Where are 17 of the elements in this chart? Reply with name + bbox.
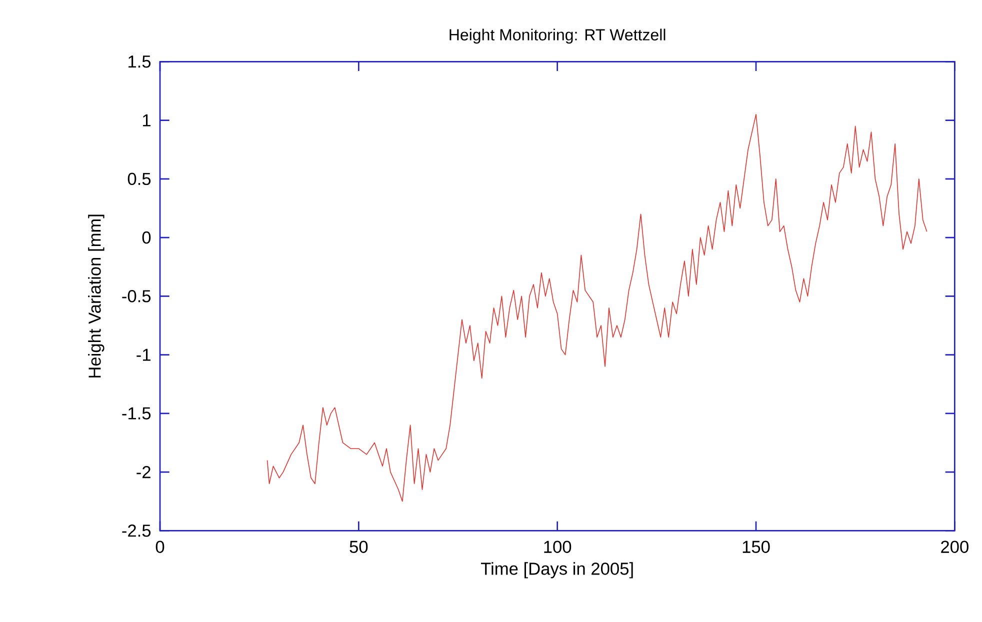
y-tick-label: 0: [142, 231, 151, 244]
y-tick-label: 1.5: [128, 56, 151, 68]
y-tick-label: -1: [136, 348, 150, 361]
y-axis-title: Height Variation [mm]: [88, 214, 104, 378]
x-tick-label: 100: [544, 540, 572, 553]
chart-title: Height Monitoring: RT Wettzell: [450, 28, 666, 44]
x-tick-label: 200: [941, 540, 968, 553]
y-tick-label: -2: [136, 466, 150, 478]
y-tick-label: -1.5: [122, 407, 151, 420]
x-tick-label: 0: [156, 540, 164, 553]
y-tick-label: -2.5: [122, 524, 151, 537]
y-tick-label: 1: [142, 114, 150, 126]
x-axis-title: Time [Days in 2005]: [480, 562, 633, 578]
x-tick-label: 150: [742, 540, 770, 553]
y-tick-label: -0.5: [122, 290, 151, 302]
x-tick-label: 50: [350, 540, 368, 553]
y-tick-label: 0.5: [128, 172, 151, 186]
